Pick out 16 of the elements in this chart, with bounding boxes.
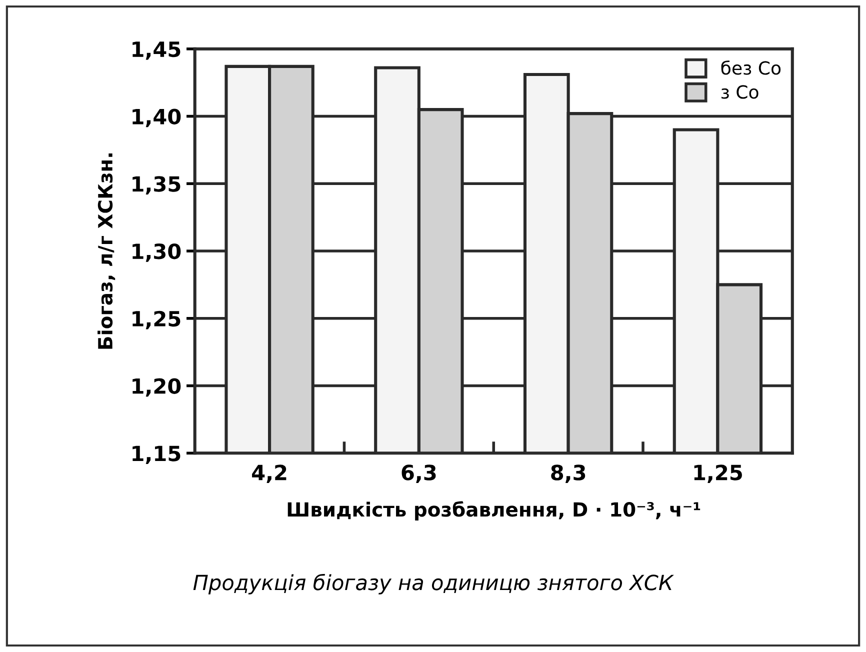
y-tick-label: 1,45 [132, 42, 180, 60]
y-tick-label: 1,35 [132, 176, 180, 195]
x-tick-label: 8,3 [551, 464, 586, 484]
legend-label: без Со [721, 60, 781, 75]
y-axis-title: Біогаз, л/г ХСКзн. [98, 153, 116, 349]
x-tick-label: 4,2 [252, 464, 286, 484]
y-tick-label: 1,20 [132, 378, 181, 397]
text: Продукція біогазу на одиницю знятого ХСК [193, 574, 674, 594]
y-tick-label: 1,30 [132, 243, 181, 262]
legend-label: з Со [721, 85, 758, 99]
y-tick-label: 1,40 [132, 108, 181, 128]
y-tick-label: 1,15 [132, 446, 180, 464]
x-tick-label: 1,25 [694, 464, 742, 484]
x-tick-label: 6,3 [402, 464, 436, 484]
y-tick-label: 1,25 [132, 310, 180, 330]
x-axis-title: Швидкість розбавлення, D · 10⁻³, ч⁻¹ [288, 501, 700, 521]
